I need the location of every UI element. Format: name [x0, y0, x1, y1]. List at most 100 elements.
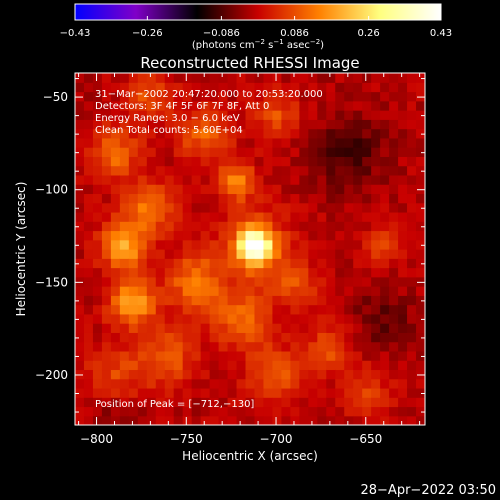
heatmap-cell [317, 406, 327, 417]
heatmap-cell [164, 230, 175, 241]
heatmap-cell [83, 378, 94, 389]
heatmap-cell [218, 119, 229, 130]
heatmap-cell [119, 165, 130, 176]
heatmap-cell [75, 202, 85, 213]
heatmap-cell [344, 313, 354, 324]
heatmap-cell [218, 313, 229, 324]
heatmap-cell [92, 110, 103, 120]
heatmap-cell [290, 249, 300, 259]
colorbar-gradient [74, 3, 442, 21]
heatmap-cell [110, 258, 121, 269]
heatmap-cell [371, 211, 381, 222]
heatmap-cell [326, 165, 336, 176]
heatmap-cell [389, 267, 399, 278]
heatmap-cell [245, 276, 256, 287]
heatmap-cell [137, 211, 148, 222]
heatmap-cell [353, 128, 363, 139]
heatmap-cell [119, 128, 130, 139]
heatmap-cell [290, 332, 300, 343]
heatmap-cell [83, 369, 94, 380]
heatmap-cell [353, 82, 363, 93]
heatmap-cell [128, 295, 139, 306]
heatmap-cell [371, 406, 381, 417]
heatmap-cell [281, 267, 291, 278]
heatmap-cell [191, 415, 202, 425]
heatmap-cell [164, 350, 175, 361]
heatmap-cell [317, 147, 327, 157]
heatmap-cell [245, 73, 256, 83]
heatmap-cell [209, 258, 220, 269]
heatmap-cell [299, 378, 309, 389]
heatmap-cell [128, 313, 139, 324]
heatmap-cell [380, 258, 390, 269]
heatmap-cell [236, 193, 247, 204]
heatmap-cell [362, 137, 372, 148]
heatmap-cell [299, 341, 309, 352]
heatmap-cell [110, 184, 121, 195]
heatmap-cell [317, 165, 327, 176]
heatmap-cell [317, 156, 327, 167]
heatmap-cell [389, 119, 399, 130]
heatmap-cell [92, 258, 103, 269]
heatmap-cell [416, 239, 425, 250]
heatmap-cell [236, 313, 247, 324]
heatmap-cell [362, 332, 372, 343]
heatmap-cell [218, 110, 229, 120]
heatmap-cell [317, 137, 327, 148]
heatmap-cell [146, 211, 157, 222]
heatmap-cell [299, 267, 309, 278]
heatmap-cell [344, 304, 354, 315]
heatmap-cell [344, 193, 354, 204]
heatmap-cell [119, 332, 130, 343]
heatmap-cell [146, 184, 157, 195]
heatmap-cell [173, 156, 184, 167]
heatmap-cell [380, 193, 390, 204]
heatmap-cell [137, 119, 148, 130]
heatmap-cell [155, 406, 166, 417]
chart-title: Reconstructed RHESSI Image [140, 54, 359, 72]
heatmap-cell [308, 415, 318, 425]
heatmap-cell [110, 119, 121, 130]
heatmap-cell [398, 230, 408, 241]
heatmap-cell [164, 128, 175, 139]
heatmap-cell [299, 211, 309, 222]
heatmap-cell [75, 239, 85, 250]
heatmap-cell [182, 332, 193, 343]
heatmap-cell [119, 110, 130, 120]
heatmap-cell [380, 174, 390, 185]
heatmap-cell [326, 313, 336, 324]
heatmap-cell [200, 100, 211, 111]
heatmap-cell [110, 165, 121, 176]
heatmap-cell [101, 137, 112, 148]
heatmap-cell [236, 119, 247, 130]
heatmap-cell [92, 323, 103, 333]
heatmap-cell [173, 295, 184, 306]
heatmap-cell [344, 137, 354, 148]
heatmap-cell [227, 147, 238, 157]
heatmap-cell [245, 332, 256, 343]
heatmap-cell [119, 91, 130, 102]
heatmap-cell [173, 184, 184, 195]
heatmap-cell [308, 193, 318, 204]
heatmap-cell [128, 323, 139, 333]
heatmap-cell [137, 239, 148, 250]
heatmap-cell [137, 286, 148, 296]
heatmap-cell [128, 258, 139, 269]
heatmap-cell [290, 323, 300, 333]
heatmap-cell [308, 110, 318, 120]
heatmap-cell [254, 276, 265, 287]
heatmap-cell [128, 193, 139, 204]
heatmap-cell [173, 193, 184, 204]
heatmap-cell [75, 110, 85, 120]
heatmap-cell [263, 230, 274, 241]
heatmap-cell [227, 332, 238, 343]
heatmap-cell [218, 156, 229, 167]
heatmap-cell [308, 304, 318, 315]
heatmap-cell [290, 295, 300, 306]
heatmap-cell [344, 202, 354, 213]
heatmap-cell [353, 397, 363, 408]
heatmap-cell [326, 332, 336, 343]
plot-frame [74, 72, 426, 426]
heatmap-cell [308, 350, 318, 361]
heatmap-cell [272, 323, 283, 333]
